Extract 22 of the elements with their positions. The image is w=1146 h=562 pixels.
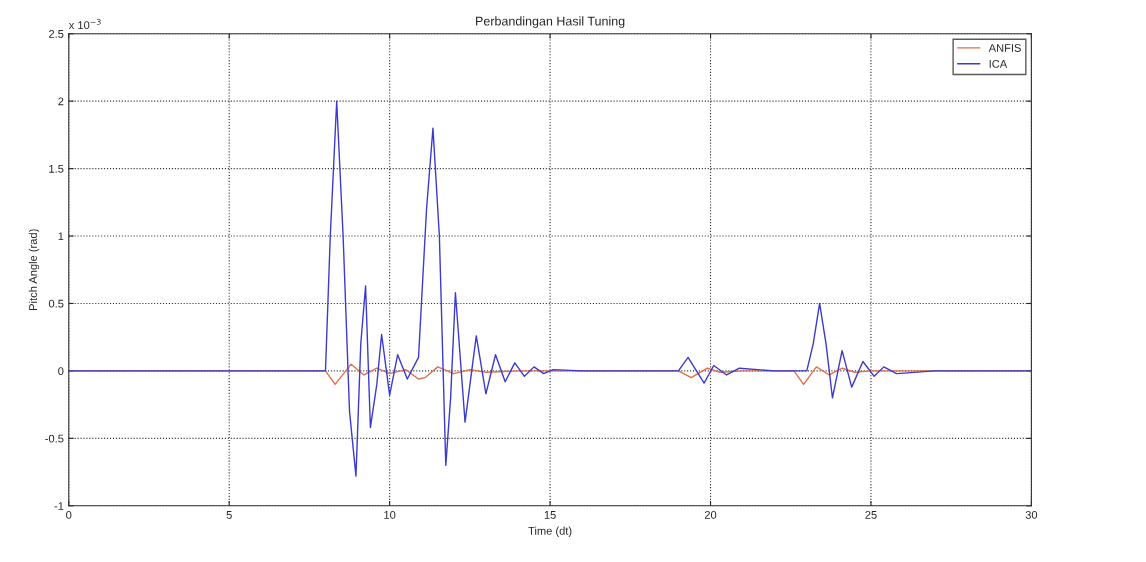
x-tick-label: 10 xyxy=(384,510,396,519)
x-axis-title: Time (dt) xyxy=(528,526,572,537)
y-tick-label: 0 xyxy=(58,367,64,376)
x-tick-label: 20 xyxy=(704,510,717,519)
legend-label: ICA xyxy=(989,59,1008,68)
y-tick-label: 2.5 xyxy=(49,29,64,38)
legend-label: ANFIS xyxy=(988,44,1021,52)
x-tick-label: 0 xyxy=(66,510,72,519)
y-axis-title: Pitch Angle (rad) xyxy=(28,229,40,310)
y-tick-label: -0.5 xyxy=(45,434,64,443)
x-tick-label: 15 xyxy=(544,511,556,519)
x-tick-label: 5 xyxy=(226,511,232,519)
y-tick-label: -1 xyxy=(54,502,64,510)
x-tick-label: 25 xyxy=(865,510,877,519)
y-tick-label: 1.5 xyxy=(49,164,64,173)
y-tick-label: 1 xyxy=(58,232,64,241)
text: x 10$^{−3}$ xyxy=(68,18,101,30)
x-tick-label: 30 xyxy=(1025,510,1038,519)
chart-title: Perbandingan Hasil Tuning xyxy=(476,16,625,28)
line-series xyxy=(68,100,1032,477)
y-tick-label: 0.5 xyxy=(48,299,64,308)
y-tick-label: 2 xyxy=(58,97,64,106)
